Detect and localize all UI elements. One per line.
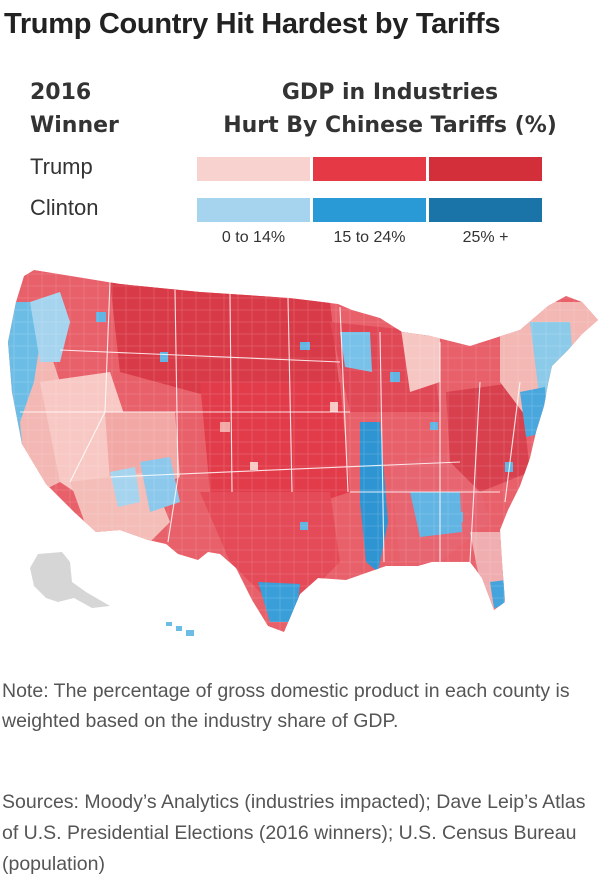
winner-heading-line2: Winner — [30, 113, 119, 138]
gdp-heading-line2: Hurt By Chinese Tariffs (%) — [223, 113, 557, 138]
alaska-shape — [30, 552, 110, 608]
hawaii-islands — [166, 622, 194, 636]
legend-swatch-trump-low — [197, 157, 310, 181]
legend-swatch-clinton-mid — [313, 198, 426, 222]
winner-legend-heading: 2016 Winner — [30, 76, 119, 142]
chart-sources: Sources: Moody’s Analytics (industries i… — [2, 791, 586, 875]
chart-title: Trump Country Hit Hardest by Tariffs — [4, 8, 501, 40]
us-county-map — [8, 270, 598, 636]
trump-swatch-row — [197, 157, 542, 181]
gdp-legend-heading: GDP in Industries Hurt By Chinese Tariff… — [195, 76, 585, 142]
legend-row-label-clinton: Clinton — [30, 195, 99, 220]
clinton-swatch-row — [197, 198, 542, 222]
legend-swatch-clinton-high — [429, 198, 542, 222]
gdp-heading-line1: GDP in Industries — [281, 80, 499, 105]
legend-bin-low: 0 to 14% — [221, 229, 286, 246]
legend-bin-high: 25% + — [462, 229, 509, 246]
legend-bin-mid: 15 to 24% — [333, 229, 406, 246]
state-borders — [20, 281, 521, 563]
legend-swatch-trump-high — [429, 157, 542, 181]
chart-note: Note: The percentage of gross domestic p… — [2, 680, 570, 732]
legend-bin-labels: 0 to 14% 15 to 24% 25% + — [197, 229, 542, 247]
legend-row-label-trump: Trump — [30, 154, 93, 179]
legend-swatch-clinton-low — [197, 198, 310, 222]
legend-swatch-trump-mid — [313, 157, 426, 181]
winner-heading-line1: 2016 — [30, 80, 92, 105]
